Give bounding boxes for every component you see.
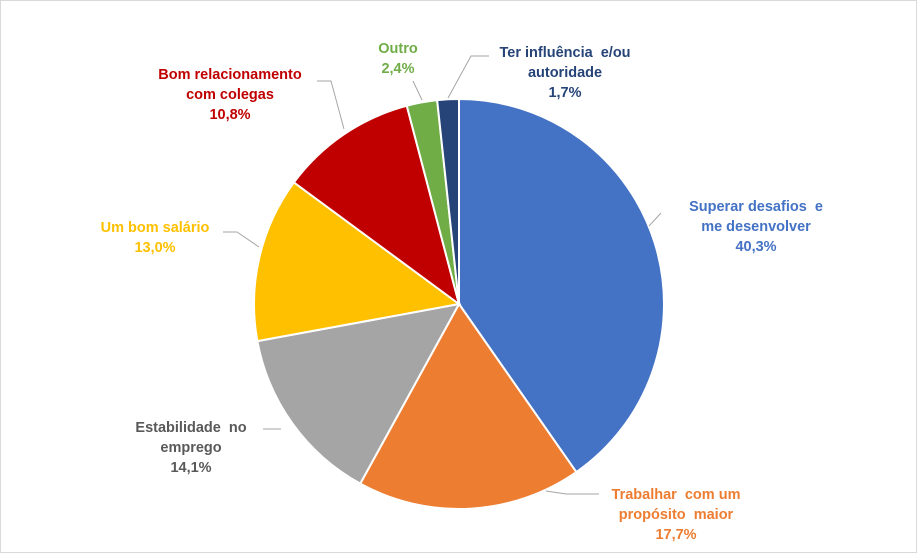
slice-category-label: Um bom salário bbox=[101, 220, 210, 236]
data-labels: Superar desafios e me desenvolver 40,3% Tra… bbox=[101, 41, 823, 543]
slice-category-label: com colegas bbox=[186, 87, 274, 103]
data-label-um-bom-salario: Um bom salário 13,0% bbox=[101, 220, 210, 256]
slice-category-label: Ter influência e/ou bbox=[499, 45, 630, 61]
data-label-outro: Outro 2,4% bbox=[378, 41, 418, 77]
leader-lines bbox=[223, 55, 662, 495]
slice-value-label: 40,3% bbox=[735, 239, 776, 255]
slice-category-label: propósito maior bbox=[619, 507, 734, 523]
pie-slice-ter-influencia-e-ou-autoridade bbox=[436, 97, 460, 305]
slice-category-label: Bom relacionamento bbox=[158, 67, 302, 83]
pie-slices bbox=[253, 97, 665, 510]
slice-category-label: me desenvolver bbox=[701, 219, 811, 235]
leader-line-ter-influencia-e-ou-autoridade bbox=[447, 55, 489, 99]
slice-category-label: Superar desafios e bbox=[689, 199, 823, 215]
slice-value-label: 2,4% bbox=[381, 61, 414, 77]
leader-line-bom-relacionamento-com-colegas bbox=[317, 80, 345, 130]
slice-category-label: Outro bbox=[378, 41, 418, 57]
pie-slice-superar-desafios-e-me-desenvolver bbox=[458, 97, 665, 474]
leader-line-trabalhar-com-um-proposito-maior bbox=[545, 490, 599, 495]
data-label-superar-desafios-e-me-desenvolver: Superar desafios e me desenvolver 40,3% bbox=[689, 199, 823, 255]
leader-line-um-bom-salario bbox=[223, 231, 260, 248]
pie-slice-estabilidade-no-emprego bbox=[256, 302, 461, 486]
data-label-ter-influencia-e-ou-autoridade: Ter influência e/ou autoridade 1,7% bbox=[499, 45, 630, 101]
data-label-bom-relacionamento-com-colegas: Bom relacionamento com colegas 10,8% bbox=[158, 67, 302, 123]
leader-line-superar-desafios-e-me-desenvolver bbox=[648, 212, 662, 227]
data-label-estabilidade-no-emprego: Estabilidade no emprego 14,1% bbox=[135, 420, 246, 476]
pie-slice-bom-relacionamento-com-colegas bbox=[292, 104, 461, 307]
pie-slice-trabalhar-com-um-proposito-maior bbox=[358, 302, 578, 510]
slice-value-label: 14,1% bbox=[170, 460, 211, 476]
slice-value-label: 1,7% bbox=[548, 85, 581, 101]
slice-value-label: 13,0% bbox=[134, 240, 175, 256]
slice-category-label: Trabalhar com um bbox=[612, 487, 741, 503]
slice-category-label: autoridade bbox=[528, 65, 602, 81]
slice-value-label: 17,7% bbox=[655, 527, 696, 543]
data-label-trabalhar-com-um-proposito-maior: Trabalhar com um propósito maior 17,7% bbox=[612, 487, 741, 543]
pie-slice-um-bom-salario bbox=[253, 181, 462, 343]
slice-category-label: Estabilidade no bbox=[135, 420, 246, 436]
leader-line-outro bbox=[412, 80, 423, 101]
slice-category-label: emprego bbox=[160, 440, 221, 456]
slice-value-label: 10,8% bbox=[209, 107, 250, 123]
